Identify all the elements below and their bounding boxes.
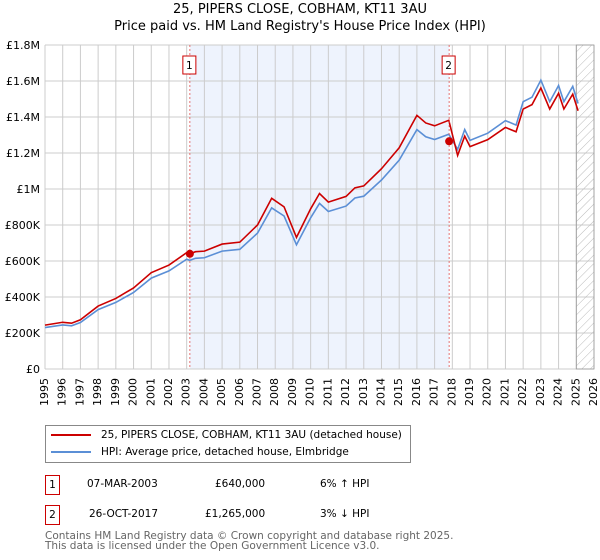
x-tick-label: 1997 [73,378,86,406]
y-tick-label: £1.6M [6,75,40,88]
x-tick-label: 1995 [38,378,51,406]
sale-period-shading [189,45,450,369]
sale-date: 07-MAR-2003 [87,478,158,490]
x-tick-label: 2023 [534,378,547,406]
x-tick-label: 2022 [516,378,529,406]
x-tick-label: 2000 [127,378,140,406]
x-tick-label: 2014 [374,378,387,406]
sale-row-2: 2 26-OCT-2017 £1,265,000 3% ↓ HPI [45,505,445,525]
legend-swatch-property [51,434,91,436]
x-tick-label: 2005 [215,378,228,406]
chart-title: 25, PIPERS CLOSE, COBHAM, KT11 3AU [173,2,427,17]
y-tick-label: £200K [5,327,41,340]
x-tick-label: 2011 [321,378,334,406]
y-tick-label: £1.4M [6,111,40,124]
forecast-hatch [575,44,595,370]
plot-area: 1995 1996 1997 1998 1999 2000 2001 2002 2003 2004… [5,39,600,406]
sale-marker-label: 1 [186,60,193,72]
hpi-line [44,78,579,329]
y-tick-label: £600K [5,255,41,268]
y-tick-label: £400K [5,291,41,304]
sale-row-1: 1 07-MAR-2003 £640,000 6% ↑ HPI [45,475,445,495]
x-tick-label: 2026 [587,378,600,406]
x-tick-label: 1996 [56,378,69,406]
footer-line-1: Contains HM Land Registry data © Crown c… [45,530,454,542]
x-tick-label: 2007 [251,378,264,406]
x-tick-label: 2015 [392,378,405,406]
sale-point [185,249,194,258]
footer: Contains HM Land Registry data © Crown c… [45,530,454,552]
property-price-line [44,86,579,326]
x-tick-label: 2002 [162,378,175,406]
sale-price: £640,000 [215,478,266,490]
x-tick-label: 2006 [233,378,246,406]
y-tick-label: £1.2M [6,147,40,160]
x-tick-label: 1999 [109,378,122,406]
y-tick-label: £0 [26,363,40,376]
x-tick-label: 2003 [180,378,193,406]
legend-label-property: 25, PIPERS CLOSE, COBHAM, KT11 3AU (deta… [101,429,402,441]
sale-marker-box [441,55,456,75]
sale-point [445,137,454,146]
sale-marker-badge: 2 [45,505,60,525]
y-tick-label: £800K [5,219,41,232]
sale-marker-label: 2 [445,60,452,72]
chart-subtitle: Price paid vs. HM Land Registry's House … [114,19,486,34]
sale-hpi-change: 3% ↓ HPI [320,508,370,520]
sale-date: 26-OCT-2017 [89,508,158,520]
x-tick-label: 2017 [428,378,441,406]
sale-marker-box [182,55,197,75]
footer-line-2: This data is licensed under the Open Gov… [45,540,380,552]
x-tick-label: 2004 [197,378,210,406]
x-tick-label: 2020 [481,378,494,406]
x-tick-label: 2016 [410,378,423,406]
sale-hpi-change: 6% ↑ HPI [320,478,370,490]
x-tick-label: 2001 [144,378,157,406]
x-tick-label: 2009 [286,378,299,406]
y-tick-label: £1.8M [6,39,40,52]
x-tick-label: 2010 [304,378,317,406]
x-tick-label: 2008 [268,378,281,406]
x-tick-label: 1998 [91,378,104,406]
sale-price: £1,265,000 [205,508,266,520]
x-tick-label: 2018 [445,378,458,406]
x-tick-label: 2012 [339,378,352,406]
x-tick-label: 2019 [463,378,476,406]
legend-label-hpi: HPI: Average price, detached house, Elmb… [101,446,349,458]
legend-swatch-hpi [51,451,91,453]
x-tick-label: 2024 [552,378,565,406]
sale-marker-badge: 1 [45,475,60,495]
x-tick-label: 2021 [498,378,511,406]
legend: 25, PIPERS CLOSE, COBHAM, KT11 3AU (deta… [45,425,411,463]
x-tick-label: 2013 [357,378,370,406]
y-tick-label: £1M [17,183,41,196]
x-tick-label: 2025 [569,378,582,406]
